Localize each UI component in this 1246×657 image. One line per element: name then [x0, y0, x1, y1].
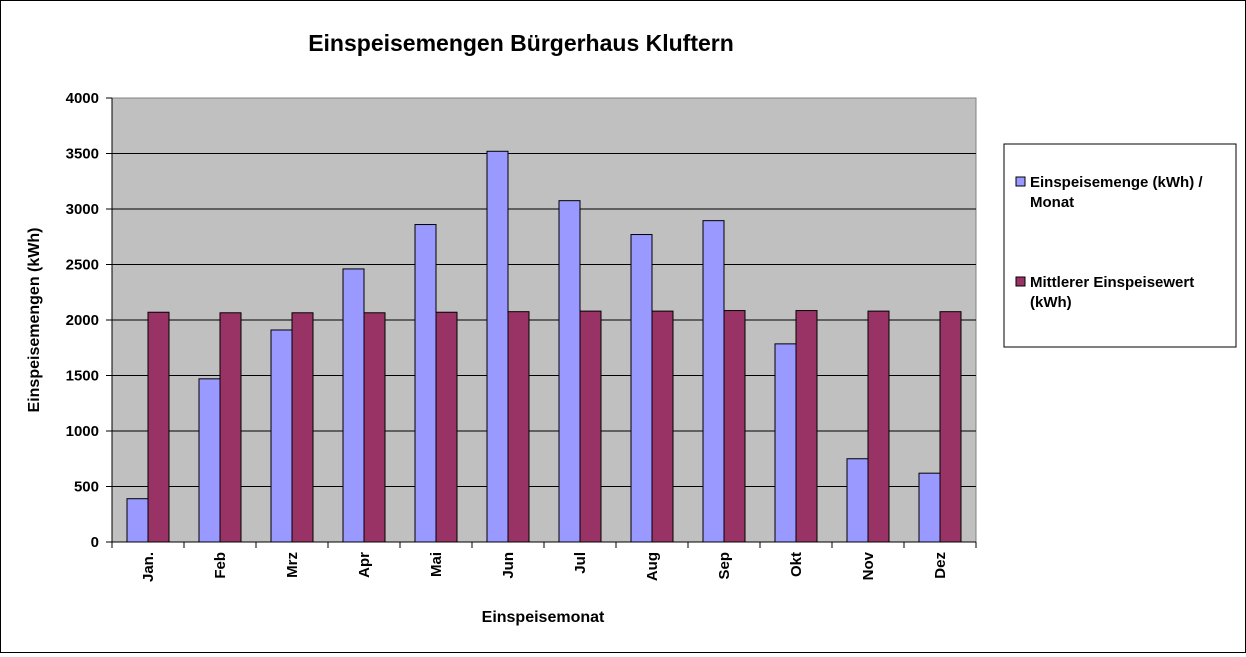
bar-mittlerer-einspeisewert-1: [219, 312, 242, 543]
bar-einspeisemenge-2: [270, 329, 293, 543]
x-tick-label: Jul: [572, 552, 589, 574]
bar-mittlerer-einspeisewert-6: [579, 310, 602, 543]
bar-mittlerer-einspeisewert-3: [363, 312, 386, 543]
legend-items: Einspeisemenge (kWh) / Monat Mittlerer Ein…: [1015, 174, 1203, 311]
y-tick-label: 500: [74, 479, 99, 496]
legend-swatch-einspeisemenge: [1015, 176, 1026, 187]
y-axis-title: Einspeisemengen (kWh): [26, 228, 43, 413]
x-tick-label: Jun: [500, 552, 517, 579]
x-tick-label: Jan.: [140, 552, 157, 582]
bar-einspeisemenge-7: [630, 234, 653, 543]
bar-einspeisemenge-11: [918, 472, 941, 543]
y-tick-labels: 0 500 1000 1500 2000 2500 3000 3500 4000: [66, 90, 99, 551]
axes: [111, 98, 977, 548]
legend-label: Mittlerer Einspeisewert: [1030, 274, 1194, 291]
x-tick-label: Nov: [860, 551, 877, 580]
bar-mittlerer-einspeisewert-2: [291, 312, 314, 543]
x-tick-label: Aug: [644, 552, 661, 581]
bars: [126, 150, 962, 543]
x-tick-labels: Jan. Feb Mrz Apr Mai Jun Jul Aug Sep Okt Nov Dez: [140, 551, 949, 582]
bar-mittlerer-einspeisewert-0: [147, 311, 170, 543]
bar-einspeisemenge-6: [558, 200, 581, 543]
x-tick-label: Apr: [356, 552, 373, 578]
bar-mittlerer-einspeisewert-11: [939, 311, 962, 543]
legend-label: (kWh): [1030, 294, 1072, 311]
bar-mittlerer-einspeisewert-9: [795, 310, 818, 543]
bar-einspeisemenge-8: [702, 220, 725, 543]
x-tick-label: Mrz: [284, 552, 301, 578]
y-tick-label: 2500: [66, 257, 99, 274]
gridlines: [106, 97, 976, 543]
y-tick-label: 0: [91, 534, 99, 551]
y-tick-label: 1000: [66, 423, 99, 440]
legend-label: Monat: [1030, 194, 1074, 211]
bar-einspeisemenge-3: [342, 268, 365, 543]
bar-mittlerer-einspeisewert-7: [651, 310, 674, 543]
bar-einspeisemenge-5: [486, 150, 509, 543]
bar-einspeisemenge-1: [198, 378, 221, 543]
bar-mittlerer-einspeisewert-8: [723, 310, 746, 543]
bar-einspeisemenge-9: [774, 343, 797, 543]
legend-box: [1003, 143, 1237, 348]
y-tick-label: 4000: [66, 90, 99, 107]
bar-mittlerer-einspeisewert-10: [867, 310, 890, 543]
bar-einspeisemenge-10: [846, 458, 869, 543]
legend: Einspeisemenge (kWh) / Monat Mittlerer Ein…: [1003, 143, 1237, 348]
y-tick-label: 3500: [66, 146, 99, 163]
bar-mittlerer-einspeisewert-4: [435, 311, 458, 543]
chart-title: Einspeisemengen Bürgerhaus Kluftern: [308, 30, 734, 56]
y-tick-label: 2000: [66, 312, 99, 329]
y-tick-label: 3000: [66, 201, 99, 218]
x-tick-label: Feb: [212, 552, 229, 579]
legend-label: Einspeisemenge (kWh) /: [1030, 174, 1203, 191]
x-tick-label: Dez: [932, 552, 949, 579]
y-tick-label: 1500: [66, 368, 99, 385]
bar-einspeisemenge-0: [126, 498, 149, 543]
legend-swatch-mittlerer-einspeisewert: [1015, 276, 1026, 287]
x-tick-label: Okt: [788, 552, 805, 577]
x-tick-label: Sep: [716, 552, 733, 580]
bar-einspeisemenge-4: [414, 224, 437, 543]
x-tick-label: Mai: [428, 552, 445, 577]
x-axis-title: Einspeisemonat: [482, 609, 605, 626]
bar-mittlerer-einspeisewert-5: [507, 311, 530, 543]
